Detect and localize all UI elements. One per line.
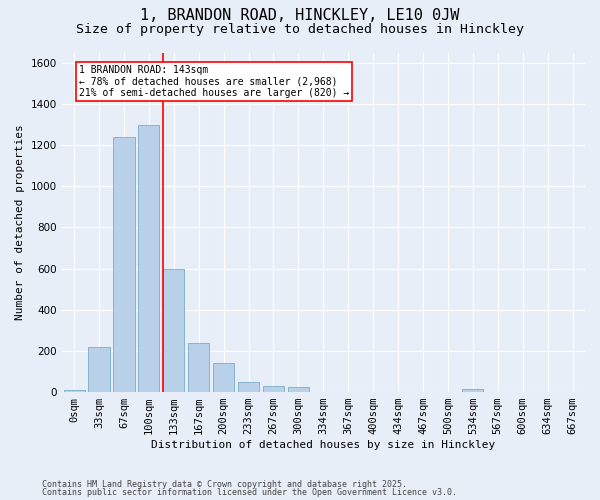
Bar	[263, 386, 284, 392]
Text: 1 BRANDON ROAD: 143sqm
← 78% of detached houses are smaller (2,968)
21% of semi-: 1 BRANDON ROAD: 143sqm ← 78% of detached…	[79, 65, 349, 98]
Text: Contains HM Land Registry data © Crown copyright and database right 2025.: Contains HM Land Registry data © Crown c…	[42, 480, 407, 489]
Bar	[113, 137, 134, 392]
Bar	[88, 347, 110, 392]
Bar	[138, 124, 160, 392]
Bar	[238, 382, 259, 392]
Bar	[188, 342, 209, 392]
Y-axis label: Number of detached properties: Number of detached properties	[15, 124, 25, 320]
Bar	[213, 364, 234, 392]
Text: Size of property relative to detached houses in Hinckley: Size of property relative to detached ho…	[76, 22, 524, 36]
Bar	[163, 268, 184, 392]
X-axis label: Distribution of detached houses by size in Hinckley: Distribution of detached houses by size …	[151, 440, 496, 450]
Bar	[64, 390, 85, 392]
Bar	[288, 387, 309, 392]
Bar	[462, 389, 484, 392]
Text: Contains public sector information licensed under the Open Government Licence v3: Contains public sector information licen…	[42, 488, 457, 497]
Text: 1, BRANDON ROAD, HINCKLEY, LE10 0JW: 1, BRANDON ROAD, HINCKLEY, LE10 0JW	[140, 8, 460, 22]
